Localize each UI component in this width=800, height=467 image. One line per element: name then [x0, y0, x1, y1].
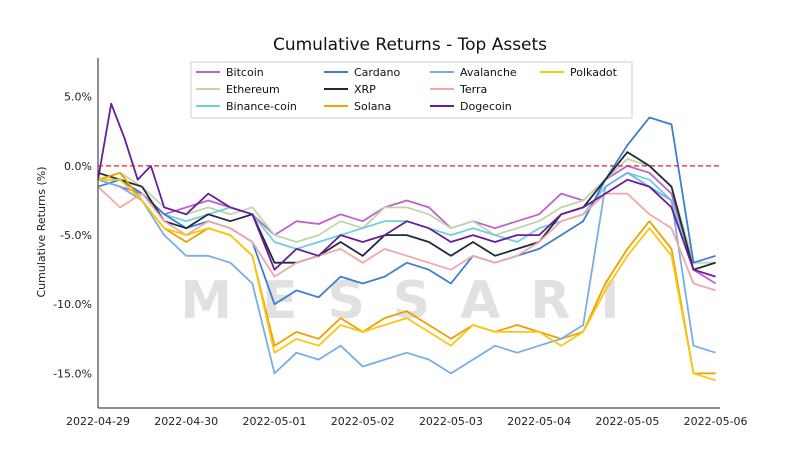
- x-tick-label: 2022-05-03: [419, 415, 483, 428]
- series-lines: [97, 102, 717, 382]
- chart-title: Cumulative Returns - Top Assets: [273, 35, 547, 55]
- x-tick-label: 2022-05-02: [331, 415, 395, 428]
- series-line-solana: [97, 171, 716, 375]
- series-line-ethereum: [97, 158, 716, 264]
- y-tick-label: -15.0%: [53, 367, 92, 380]
- legend-label-dogecoin: Dogecoin: [460, 100, 512, 113]
- legend-label-xrp: XRP: [354, 83, 376, 96]
- legend-label-solana: Solana: [354, 100, 391, 113]
- legend-label-cardano: Cardano: [354, 66, 400, 79]
- y-axis-title: Cumulative Returns (%): [35, 166, 48, 297]
- axes: 5.0% 0.0% -5.0% -10.0% -15.0% 2022-04-29 2022-…: [53, 58, 748, 428]
- x-tick-label: 2022-05-04: [507, 415, 571, 428]
- series-line-xrp: [97, 151, 716, 271]
- x-tick-label: 2022-05-01: [242, 415, 306, 428]
- series-line-bitcoin: [97, 165, 717, 285]
- series-line-polkadot: [98, 178, 716, 382]
- legend-label-binance-coin: Binance-coin: [226, 100, 297, 113]
- legend-label-terra: Terra: [459, 83, 487, 96]
- legend-label-avalanche: Avalanche: [460, 66, 517, 79]
- watermark: MESSARI: [180, 271, 649, 331]
- legend-label-polkadot: Polkadot: [570, 66, 618, 79]
- x-tick-label: 2022-04-29: [66, 415, 130, 428]
- y-tick-label: -10.0%: [53, 298, 92, 311]
- x-tick-label: 2022-05-05: [595, 415, 659, 428]
- series-line-cardano: [97, 116, 716, 306]
- legend: Bitcoin Ethereum Binance-coin Cardano XRP Sol…: [190, 61, 633, 119]
- series-line-dogecoin: [97, 102, 716, 278]
- y-tick-label: 0.0%: [64, 160, 92, 173]
- y-tick-label: 5.0%: [64, 91, 92, 104]
- series-line-avalanche: [97, 171, 716, 375]
- series-line-terra: [97, 186, 716, 292]
- legend-label-ethereum: Ethereum: [226, 83, 280, 96]
- legend-label-bitcoin: Bitcoin: [226, 66, 264, 79]
- y-tick-label: -5.0%: [60, 229, 92, 242]
- x-tick-label: 2022-05-06: [684, 415, 748, 428]
- x-tick-label: 2022-04-30: [154, 415, 218, 428]
